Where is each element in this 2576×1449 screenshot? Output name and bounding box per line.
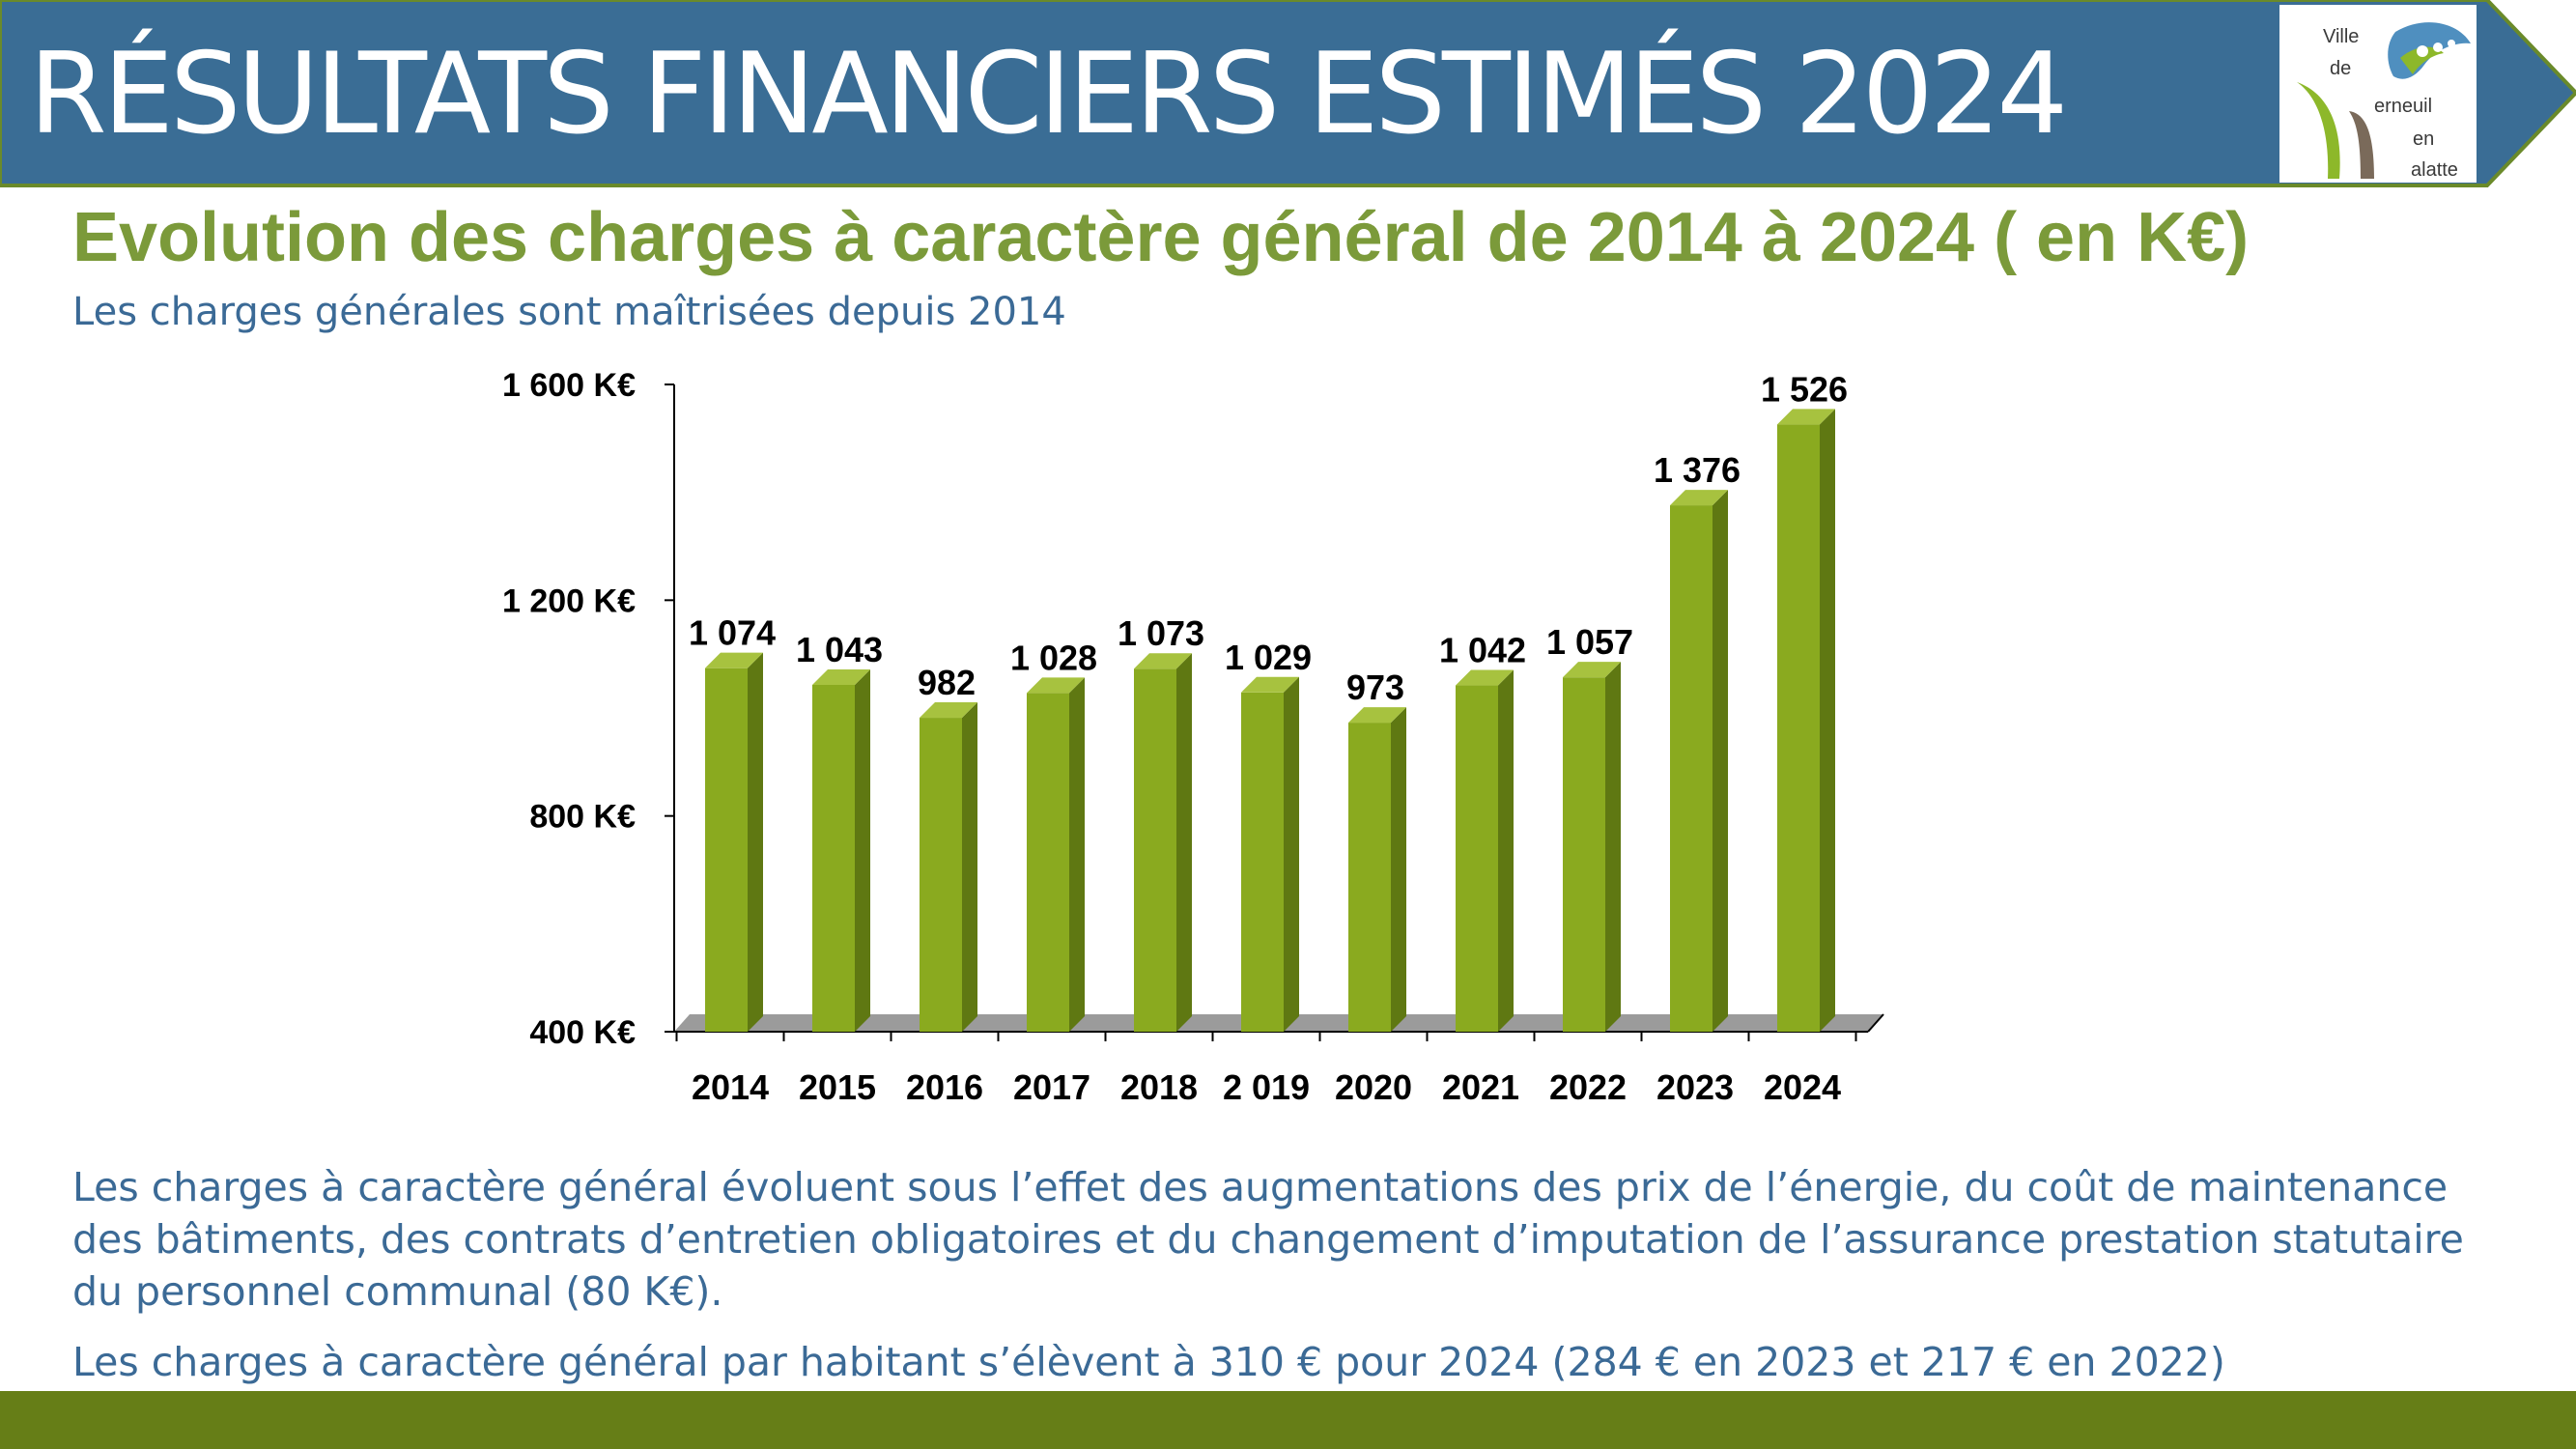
- y-tick-label: 1 600 K€: [502, 367, 636, 404]
- bar: [812, 684, 855, 1032]
- x-tick-label: 2018: [1120, 1067, 1198, 1107]
- bar: [920, 718, 962, 1032]
- x-tick-label: 2023: [1656, 1067, 1734, 1107]
- bar: [1456, 685, 1498, 1032]
- x-tick-label: 2020: [1335, 1067, 1412, 1107]
- town-logo: Ville de erneuil en alatte: [2279, 5, 2477, 183]
- logo-text-line1: Ville: [2323, 26, 2360, 47]
- bar-side: [962, 702, 977, 1032]
- x-axis-depth-line: [1867, 1013, 1884, 1033]
- bar-top: [1777, 409, 1835, 425]
- bar-value-label: 1 526: [1761, 369, 1848, 409]
- logo-text-line3: erneuil: [2374, 96, 2433, 117]
- bar-side: [1176, 653, 1192, 1032]
- bar-value-label: 1 074: [689, 613, 776, 653]
- bar-top: [705, 652, 763, 668]
- y-tick-label: 1 200 K€: [502, 582, 636, 619]
- x-tick-label: 2022: [1549, 1067, 1627, 1107]
- bar-top: [1241, 676, 1299, 693]
- bar-value-label: 973: [1346, 668, 1404, 707]
- bar-side: [1713, 490, 1728, 1033]
- x-tick-label: 2021: [1442, 1067, 1519, 1107]
- bar: [705, 668, 748, 1032]
- logo-text-line4: en: [2413, 128, 2435, 150]
- bar: [1563, 677, 1605, 1032]
- x-tick-label: 2016: [906, 1067, 983, 1107]
- bar-value-label: 1 042: [1439, 631, 1526, 670]
- bar-top: [1563, 662, 1621, 678]
- logo-leaf-icon: [2297, 22, 2471, 179]
- bar-top: [1134, 653, 1192, 669]
- bar-value-label: 1 376: [1654, 450, 1741, 490]
- x-tick-label: 2024: [1764, 1067, 1841, 1107]
- x-tick-label: 2017: [1013, 1067, 1090, 1107]
- banner-shape: [0, 0, 2576, 187]
- logo-text-line2: de: [2330, 58, 2352, 79]
- x-tick-label: 2014: [692, 1067, 769, 1107]
- bar-value-label: 1 073: [1118, 613, 1204, 653]
- bar: [1027, 693, 1069, 1032]
- bar-side: [855, 668, 870, 1032]
- bar: [1777, 424, 1820, 1033]
- bar-top: [1456, 669, 1514, 686]
- x-tick-label: 2 019: [1223, 1067, 1310, 1107]
- bar: [1134, 668, 1176, 1032]
- bar-top: [1348, 707, 1406, 724]
- bar-side: [748, 652, 763, 1032]
- bar: [1670, 505, 1713, 1032]
- title-banner: RÉSULTATS FINANCIERS ESTIMÉS 2024 Ville …: [0, 0, 2576, 188]
- bar-value-label: 982: [918, 663, 976, 702]
- bar: [1241, 692, 1284, 1032]
- bar-value-label: 1 029: [1225, 638, 1312, 677]
- chart-tagline: Les charges générales sont maîtrisées de…: [72, 290, 1066, 334]
- bar-side: [1391, 707, 1406, 1032]
- explanation-paragraph: Les charges à caractère général évoluent…: [72, 1164, 2464, 1315]
- y-tick-label: 800 K€: [529, 799, 636, 836]
- bar-top: [812, 668, 870, 685]
- bar-side: [1605, 662, 1621, 1032]
- bar-value-label: 1 028: [1010, 638, 1097, 677]
- bar-side: [1069, 677, 1085, 1032]
- bar-side: [1284, 676, 1299, 1032]
- page-title: RÉSULTATS FINANCIERS ESTIMÉS 2024: [29, 29, 2068, 159]
- bar-top: [1670, 490, 1728, 506]
- logo-text-line5: alatte: [2411, 159, 2458, 181]
- y-tick-label: 400 K€: [529, 1014, 636, 1051]
- bar-value-label: 1 057: [1546, 622, 1633, 662]
- bar-top: [920, 702, 977, 719]
- bar-value-label: 1 043: [796, 630, 883, 669]
- x-tick-label: 2015: [799, 1067, 876, 1107]
- bar-top: [1027, 677, 1085, 694]
- per-inhabitant-paragraph: Les charges à caractère général par habi…: [72, 1339, 2225, 1385]
- footer-bar: [0, 1391, 2576, 1449]
- bar: [1348, 723, 1391, 1032]
- bar-side: [1820, 409, 1835, 1033]
- chart-heading: Evolution des charges à caractère généra…: [72, 199, 2250, 276]
- bar-side: [1498, 669, 1514, 1032]
